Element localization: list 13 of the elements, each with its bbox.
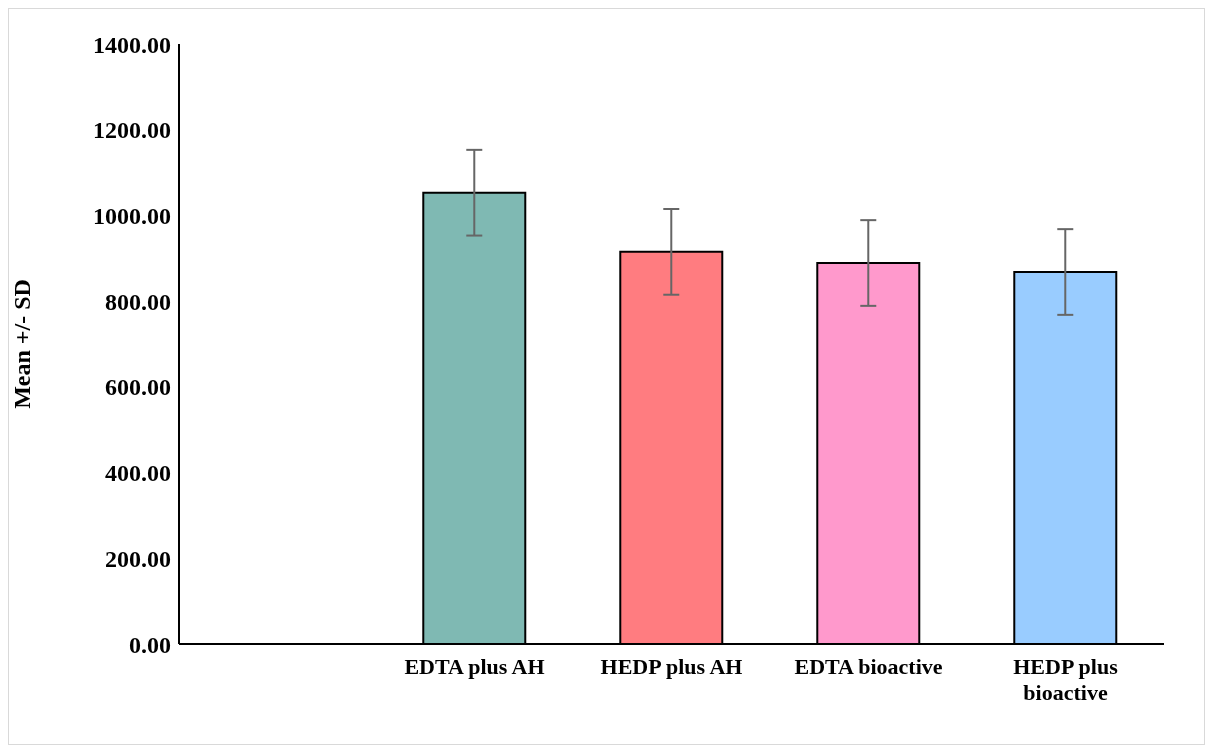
x-tick-label: HEDP plus bioactive: [1013, 654, 1119, 705]
y-tick-label: 1400.00: [93, 31, 171, 58]
y-tick-label: 1200.00: [93, 117, 171, 144]
y-tick-label: 600.00: [105, 374, 171, 401]
x-tick-label: EDTA bioactive: [794, 654, 943, 679]
y-tick-label: 0.00: [129, 631, 171, 658]
y-tick-label: 800.00: [105, 288, 171, 315]
x-tick-label: HEDP plus AH: [600, 654, 743, 679]
x-tick-label: EDTA plus AH: [404, 654, 545, 679]
y-tick-label: 200.00: [105, 545, 171, 572]
y-tick-label: 1000.00: [93, 202, 171, 229]
y-tick-label: 400.00: [105, 460, 171, 487]
y-axis-title: Mean +/- SD: [8, 279, 35, 409]
